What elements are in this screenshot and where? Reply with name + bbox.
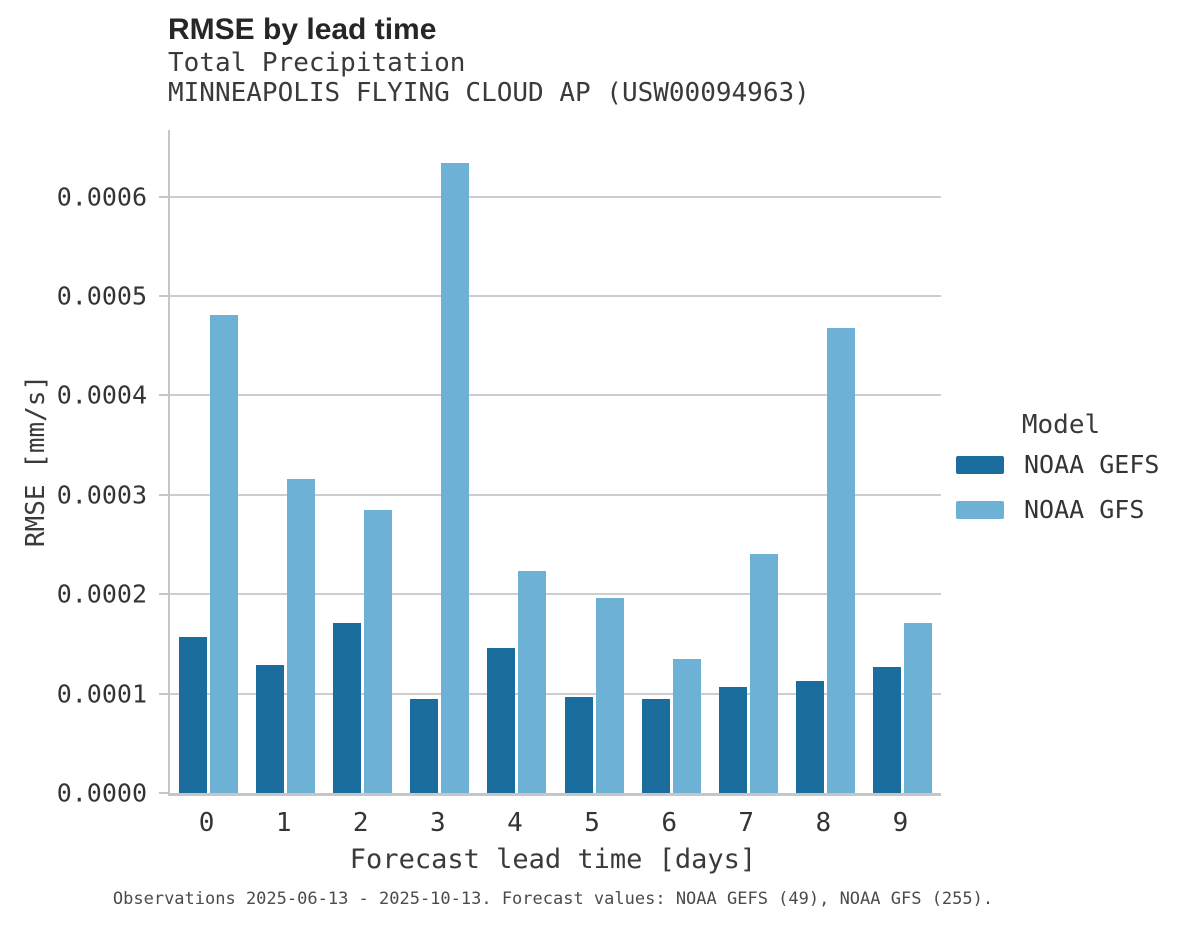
legend-swatch-noaa-gefs (956, 455, 1004, 474)
bar-noaa-gfs-day-9 (903, 623, 932, 793)
y-tick-mark (159, 593, 168, 596)
plot-area (168, 130, 941, 796)
x-tick-label-5: 5 (584, 808, 600, 838)
gridline-y-0.0002 (170, 593, 941, 596)
bar-group-day-1 (247, 130, 324, 793)
y-tick-mark (159, 195, 168, 198)
y-tick-label: 0.0004 (56, 380, 147, 410)
bar-noaa-gfs-day-5 (595, 598, 624, 793)
legend-entry-noaa-gfs: NOAA GFS (956, 495, 1166, 524)
bar-group-day-2 (324, 130, 401, 793)
y-tick-mark (159, 394, 168, 397)
x-tick-label-4: 4 (507, 808, 523, 838)
bar-noaa-gefs-day-8 (795, 680, 824, 793)
bar-noaa-gefs-day-2 (333, 623, 362, 793)
caption: Observations 2025-06-13 - 2025-10-13. Fo… (112, 889, 994, 909)
bar-noaa-gefs-day-3 (410, 698, 439, 793)
y-tick-label: 0.0002 (56, 579, 147, 609)
x-tick-label-7: 7 (738, 808, 755, 838)
bar-group-day-0 (170, 130, 247, 793)
bar-noaa-gfs-day-3 (441, 162, 470, 793)
bar-noaa-gfs-day-0 (210, 314, 239, 793)
chart-subtitle-station: MINNEAPOLIS FLYING CLOUD AP (USW00094963… (168, 78, 810, 108)
chart-header: RMSE by lead time Total Precipitation MI… (168, 12, 810, 108)
gridline-y-0.0001 (170, 692, 941, 695)
chart-title: RMSE by lead time (168, 13, 437, 46)
bar-noaa-gfs-day-6 (672, 658, 701, 793)
bar-noaa-gefs-day-0 (179, 636, 208, 793)
y-tick-label: 0.0006 (56, 182, 147, 212)
x-axis-label: Forecast lead time [days] (349, 844, 757, 875)
bar-noaa-gefs-day-7 (718, 686, 747, 793)
gridline-y-0.0004 (170, 394, 941, 397)
bar-group-day-8 (787, 130, 864, 793)
x-tick-label-3: 3 (430, 808, 446, 838)
y-tick-label: 0.0003 (56, 480, 147, 510)
bar-group-day-4 (478, 130, 555, 793)
legend-label: NOAA GEFS (1024, 450, 1160, 479)
bar-noaa-gfs-day-8 (826, 327, 855, 793)
bar-noaa-gfs-day-7 (749, 554, 778, 793)
y-tick-label: 0.0005 (56, 281, 147, 311)
bar-noaa-gefs-day-9 (872, 666, 901, 793)
legend-label: NOAA GFS (1024, 495, 1145, 524)
legend: Model NOAA GEFS NOAA GFS (956, 410, 1166, 540)
x-tick-label-9: 9 (892, 808, 909, 838)
bar-noaa-gefs-day-1 (256, 664, 285, 793)
y-tick-mark (159, 792, 168, 794)
bar-group-day-6 (633, 130, 710, 793)
bar-group-day-9 (864, 130, 941, 793)
legend-title: Model (1021, 410, 1101, 440)
bar-noaa-gfs-day-1 (287, 478, 316, 793)
bar-group-day-5 (556, 130, 633, 793)
bar-noaa-gfs-day-4 (518, 571, 547, 793)
bar-noaa-gefs-day-5 (564, 696, 593, 793)
x-tick-label-2: 2 (352, 808, 369, 838)
y-tick-mark (159, 294, 168, 297)
gridline-y-0.0005 (170, 295, 941, 297)
x-tick-label-6: 6 (661, 808, 677, 838)
chart-subtitle-variable: Total Precipitation (168, 48, 466, 78)
legend-swatch-noaa-gfs (956, 500, 1004, 519)
x-tick-label-1: 1 (275, 808, 292, 838)
bar-group-day-3 (401, 130, 478, 793)
legend-entry-noaa-gefs: NOAA GEFS (956, 450, 1166, 479)
legend-entries: NOAA GEFS NOAA GFS (956, 450, 1166, 524)
y-tick-label: 0.0001 (56, 679, 147, 709)
x-tick-label-8: 8 (815, 808, 832, 838)
gridline-y-0.0003 (170, 493, 941, 496)
bar-group-day-7 (710, 130, 787, 793)
y-tick-mark (159, 493, 168, 496)
y-tick-label: 0.0000 (56, 778, 147, 808)
y-axis-label: RMSE [mm/s] (21, 374, 51, 548)
x-tick-label-0: 0 (198, 808, 215, 838)
gridline-y-0.0006 (170, 195, 941, 198)
bar-noaa-gfs-day-2 (364, 509, 393, 793)
y-tick-mark (159, 692, 168, 695)
bar-noaa-gefs-day-6 (641, 698, 670, 793)
bar-noaa-gefs-day-4 (487, 647, 516, 793)
